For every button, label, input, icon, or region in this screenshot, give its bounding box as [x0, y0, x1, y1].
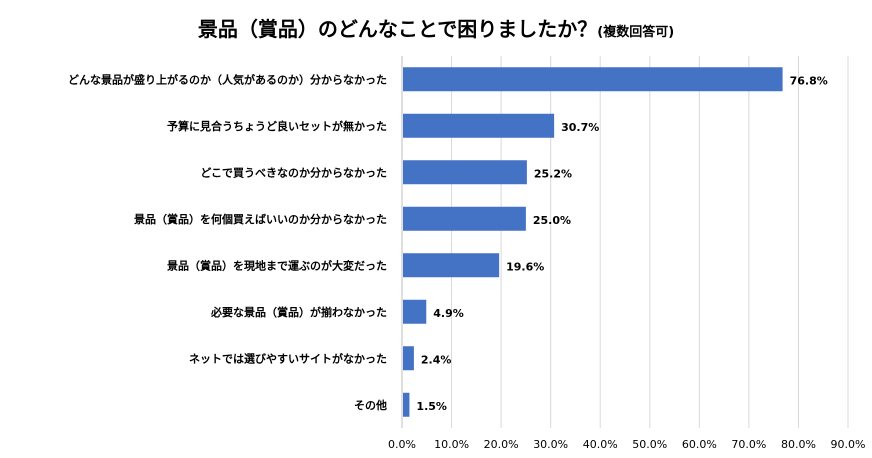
x-tick-label: 20.0% — [484, 438, 519, 451]
bar — [403, 392, 410, 417]
data-label: 25.0% — [533, 214, 571, 227]
category-label: その他 — [354, 398, 387, 412]
category-labels: どんな景品が盛り上がるのか（人気があるのか）分からなかった予算に見合うちょうど良… — [68, 72, 387, 412]
chart-subtitle: (複数回答可) — [597, 24, 674, 40]
category-label: 景品（賞品）を何個買えばいいのか分からなかった — [133, 212, 387, 226]
x-tick-label: 10.0% — [434, 438, 469, 451]
chart-title: 景品（賞品）のどんなことで困りましたか？(複数回答可) — [198, 17, 674, 41]
data-label: 76.8% — [790, 74, 828, 87]
category-label: 必要な景品（賞品）が揃わなかった — [210, 305, 387, 319]
category-label: 景品（賞品）を現地まで運ぶのが大変だった — [166, 258, 387, 272]
x-tick-label: 90.0% — [831, 438, 866, 451]
grid-lines — [401, 56, 849, 428]
data-label: 30.7% — [561, 121, 599, 134]
data-label: 2.4% — [421, 353, 452, 366]
x-tick-label: 50.0% — [632, 438, 667, 451]
data-label: 4.9% — [433, 307, 464, 320]
x-tick-label: 80.0% — [781, 438, 816, 451]
chart-title-main: 景品（賞品）のどんなことで困りましたか？ — [198, 17, 597, 41]
bar — [403, 113, 555, 138]
bar — [403, 299, 427, 324]
value-labels: 76.8% 30.7% 25.2% 25.0% 19.6% 4.9% 2.4% 1.5% — [416, 74, 827, 413]
x-tick-label: 0.0% — [388, 438, 416, 451]
x-tick-label: 40.0% — [583, 438, 618, 451]
bars — [403, 67, 783, 417]
data-label: 19.6% — [506, 260, 544, 273]
x-tick-label: 30.0% — [533, 438, 568, 451]
bar — [403, 160, 527, 185]
bar — [403, 206, 526, 231]
x-tick-label: 70.0% — [731, 438, 766, 451]
category-label: どんな景品が盛り上がるのか（人気があるのか）分からなかった — [68, 72, 387, 86]
category-label: ネットでは選びやすいサイトがなかった — [189, 351, 387, 365]
bar — [403, 346, 414, 371]
category-label: 予算に見合うちょうど良いセットが無かった — [167, 119, 387, 133]
x-tick-label: 60.0% — [682, 438, 717, 451]
data-label: 1.5% — [416, 400, 447, 413]
x-axis-tick-labels: 0.0% 10.0% 20.0% 30.0% 40.0% 50.0% 60.0% 70.0% 8… — [388, 438, 865, 451]
category-label: どこで買うべきなのか分からなかった — [200, 165, 387, 179]
bar — [403, 253, 500, 278]
bar — [403, 67, 783, 92]
data-label: 25.2% — [534, 167, 572, 180]
